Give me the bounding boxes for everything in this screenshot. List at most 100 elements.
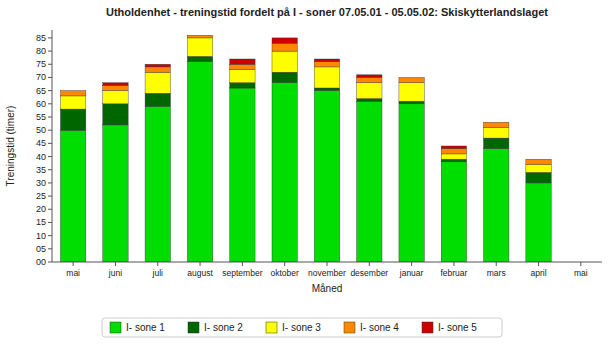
legend-label: I- sone 1: [126, 322, 165, 333]
bar-segment: [60, 91, 85, 96]
bar-segment: [230, 70, 255, 83]
bar-segment: [187, 56, 212, 61]
x-tick: [200, 262, 201, 266]
bar-segment: [103, 91, 128, 104]
y-tick-label: 80: [36, 46, 46, 56]
chart: Utholdenhet - treningstid fordelt på I -…: [0, 0, 610, 348]
bar-segment: [187, 62, 212, 262]
x-tick-label: oktober: [271, 268, 300, 278]
x-tick: [496, 262, 497, 266]
legend-swatch: [188, 322, 199, 333]
legend-swatch: [344, 322, 355, 333]
y-tick: [48, 130, 52, 131]
bar-segment: [60, 90, 85, 91]
bar-segment: [357, 83, 382, 99]
x-tick-label: mai: [66, 268, 80, 278]
bar-segment: [314, 91, 339, 262]
bar-segment: [60, 130, 85, 262]
y-tick-label: 40: [36, 152, 46, 162]
bar-segment: [357, 101, 382, 262]
bar-segment: [145, 72, 170, 93]
x-tick: [327, 262, 328, 266]
y-tick: [48, 169, 52, 170]
y-tick: [48, 37, 52, 38]
bar-segment: [145, 106, 170, 262]
y-tick-label: 25: [36, 191, 46, 201]
bar-segment: [484, 128, 509, 139]
bar-segment: [441, 154, 466, 159]
bar-segment: [314, 62, 339, 67]
y-tick-label: 30: [36, 178, 46, 188]
bar-segment: [357, 99, 382, 102]
bar-segment: [272, 83, 297, 262]
x-tick: [369, 262, 370, 266]
y-tick: [48, 103, 52, 104]
x-tick-label: september: [222, 268, 262, 278]
bar-segment: [526, 159, 551, 160]
bar-segment: [272, 38, 297, 43]
y-tick: [48, 248, 52, 249]
bar-segment: [103, 125, 128, 262]
bar-segment: [399, 83, 424, 101]
y-tick-label: 60: [36, 99, 46, 109]
legend-label: I- sone 2: [204, 322, 243, 333]
bar-segment: [484, 122, 509, 127]
bar-segment: [526, 183, 551, 262]
x-tick-label: januar: [399, 268, 424, 278]
y-tick: [48, 262, 52, 263]
bar-segment: [230, 64, 255, 69]
bar-segment: [230, 88, 255, 262]
bar-segment: [526, 172, 551, 183]
bar-segment: [357, 77, 382, 82]
bar-segment: [103, 85, 128, 90]
bar-segment: [441, 146, 466, 149]
y-tick-label: 00: [36, 257, 46, 267]
y-tick-label: 75: [36, 59, 46, 69]
bar-segment: [399, 104, 424, 262]
legend-box: [102, 318, 502, 337]
x-tick-label: mars: [487, 268, 506, 278]
bar-segment: [272, 51, 297, 72]
x-tick: [411, 262, 412, 266]
y-tick: [48, 77, 52, 78]
bar-segment: [484, 122, 509, 123]
bar-segment: [230, 83, 255, 88]
y-tick-label: 10: [36, 231, 46, 241]
x-tick: [284, 262, 285, 266]
x-tick: [115, 262, 116, 266]
bar-segment: [314, 88, 339, 91]
bar-segment: [60, 109, 85, 130]
x-tick-label: juni: [108, 268, 122, 278]
legend-swatch: [110, 322, 121, 333]
y-axis: [52, 30, 53, 262]
bar-segment: [399, 77, 424, 82]
bar-segment: [441, 149, 466, 154]
x-tick: [73, 262, 74, 266]
y-tick: [48, 117, 52, 118]
y-tick-label: 15: [36, 217, 46, 227]
x-tick-label: november: [308, 268, 346, 278]
y-tick-label: 45: [36, 138, 46, 148]
bar-segment: [103, 104, 128, 125]
x-tick: [453, 262, 454, 266]
y-tick-label: 65: [36, 86, 46, 96]
y-tick: [48, 182, 52, 183]
y-tick: [48, 209, 52, 210]
x-tick: [157, 262, 158, 266]
y-tick: [48, 51, 52, 52]
y-axis-label: Treningstid (timer): [5, 106, 16, 187]
bar-segment: [187, 38, 212, 56]
y-tick: [48, 143, 52, 144]
bar-segment: [103, 83, 128, 86]
x-tick-label: desember: [350, 268, 388, 278]
x-axis-label: Måned: [312, 283, 343, 294]
bar-segment: [272, 43, 297, 51]
y-tick: [48, 196, 52, 197]
y-tick-label: 20: [36, 204, 46, 214]
x-tick-label: februar: [440, 268, 467, 278]
y-tick-label: 50: [36, 125, 46, 135]
x-tick-label: juli: [152, 268, 164, 278]
y-tick: [48, 90, 52, 91]
bar-segment: [60, 96, 85, 109]
y-tick: [48, 64, 52, 65]
